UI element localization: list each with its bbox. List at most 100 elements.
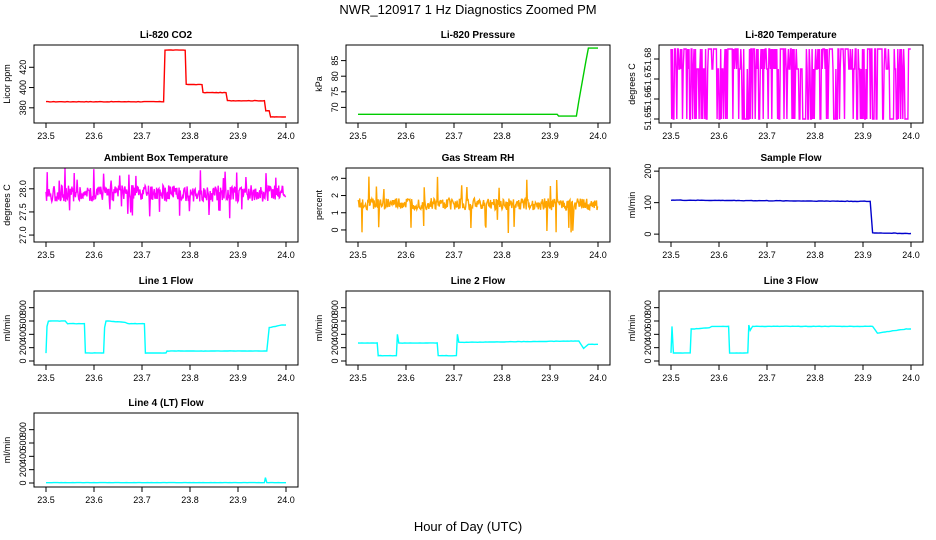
x-tick-label: 23.6: [397, 131, 415, 141]
panel-1: Li-820 CO2 Licor ppm 23.5 23.6 23.7 23.8 23.9 2…: [2, 30, 299, 141]
x-tick-label: 23.5: [37, 250, 55, 260]
x-tick-label: 23.9: [229, 250, 247, 260]
y-axis-label: ml/min: [2, 315, 12, 342]
panel-7: Line 1 Flow ml/min 23.5 23.6 23.7 23.8 23.9 24.…: [2, 276, 299, 383]
y-tick-label: 380: [18, 100, 28, 115]
plot-frame: [345, 290, 611, 366]
x-tick-label: 23.9: [541, 250, 559, 260]
y-tick-label: 400: [18, 80, 28, 95]
x-tick-label: 23.7: [445, 250, 463, 260]
y-axis-label: percent: [314, 189, 324, 220]
x-tick-label: 23.6: [397, 250, 415, 260]
x-tick-label: 23.6: [710, 131, 728, 141]
x-tick-label: 23.5: [349, 373, 367, 383]
y-tick-label: 27.5: [18, 203, 28, 221]
y-tick-label: 800: [18, 300, 28, 315]
x-tick-label: 23.7: [133, 495, 151, 505]
series-line: [357, 176, 599, 234]
x-tick-label: 23.6: [710, 250, 728, 260]
x-tick-label: 23.9: [854, 250, 872, 260]
series-line: [46, 49, 287, 118]
x-tick-label: 23.5: [37, 495, 55, 505]
x-tick-label: 24.0: [277, 495, 295, 505]
panel-8: Line 2 Flow ml/min 23.5 23.6 23.7 23.8 23.9 24.…: [314, 276, 611, 383]
series-line: [670, 48, 911, 120]
x-tick-label: 23.5: [662, 250, 680, 260]
x-tick-label: 23.8: [806, 373, 824, 383]
x-tick-label: 23.5: [662, 131, 680, 141]
y-tick-label: 51.65: [643, 108, 653, 131]
x-tick-label: 23.6: [85, 131, 103, 141]
x-tick-label: 23.8: [493, 250, 511, 260]
x-tick-label: 24.0: [902, 250, 920, 260]
panel-title: Li-820 Temperature: [745, 30, 837, 41]
x-tick-label: 24.0: [277, 131, 295, 141]
y-axis-label: degrees C: [2, 184, 12, 226]
x-tick-label: 23.6: [85, 373, 103, 383]
series-line: [45, 320, 287, 354]
y-tick-label: 1: [330, 210, 340, 215]
panel-6: Sample Flow ml/min 23.5 23.6 23.7 23.8 23.9 24.…: [627, 153, 924, 260]
y-tick-label: 28.0: [18, 180, 28, 198]
plot-frame: [33, 412, 299, 488]
x-tick-label: 23.6: [710, 373, 728, 383]
y-tick-label: 51.66: [643, 88, 653, 111]
panel-title: Line 1 Flow: [139, 276, 194, 287]
x-tick-label: 23.7: [445, 373, 463, 383]
series-line: [670, 199, 912, 235]
figure-title: NWR_120917 1 Hz Diagnostics Zoomed PM: [339, 2, 596, 17]
y-axis-label: ml/min: [2, 437, 12, 464]
y-tick-label: 75: [330, 87, 340, 97]
y-tick-label: 200: [330, 340, 340, 355]
x-tick-label: 23.6: [85, 495, 103, 505]
x-tick-label: 23.5: [37, 373, 55, 383]
panel-2: Li-820 Pressure kPa 23.5 23.6 23.7 23.8 23.9 24…: [314, 30, 611, 141]
x-tick-label: 24.0: [902, 131, 920, 141]
y-tick-label: 600: [643, 313, 653, 328]
y-tick-label: 0: [643, 358, 653, 363]
x-tick-label: 23.8: [181, 495, 199, 505]
panel-title: Li-820 CO2: [140, 30, 193, 41]
x-tick-label: 24.0: [589, 250, 607, 260]
x-tick-label: 23.7: [133, 373, 151, 383]
x-tick-label: 23.8: [181, 131, 199, 141]
plot-frame: [658, 167, 924, 243]
y-tick-label: 27.0: [18, 226, 28, 244]
panel-title: Sample Flow: [760, 153, 821, 164]
panel-title: Line 2 Flow: [451, 276, 506, 287]
y-tick-label: 600: [18, 313, 28, 328]
x-tick-label: 23.7: [758, 373, 776, 383]
x-tick-label: 23.5: [349, 131, 367, 141]
x-tick-label: 23.8: [806, 131, 824, 141]
y-tick-label: 0: [18, 480, 28, 485]
y-axis-label: ml/min: [314, 315, 324, 342]
x-tick-label: 23.9: [229, 373, 247, 383]
y-tick-label: 51.67: [643, 68, 653, 91]
plot-frame: [345, 167, 611, 243]
y-tick-label: 200: [643, 164, 653, 179]
x-tick-label: 23.6: [85, 250, 103, 260]
y-tick-label: 0: [330, 227, 340, 232]
x-tick-label: 23.9: [229, 495, 247, 505]
x-tick-label: 23.6: [397, 373, 415, 383]
panel-4: Ambient Box Temperature degrees C 23.5 23.6…: [2, 153, 299, 260]
panel-3: Li-820 Temperature degrees C 23.5 23.6 23.7 2…: [627, 30, 924, 141]
plot-frame: [33, 44, 299, 124]
plot-frame: [33, 290, 299, 366]
y-tick-label: 2: [330, 193, 340, 198]
y-tick-label: 70: [330, 102, 340, 112]
x-tick-label: 23.9: [229, 131, 247, 141]
x-tick-label: 23.7: [133, 131, 151, 141]
panel-title: Line 4 (LT) Flow: [128, 398, 204, 409]
panel-title: Ambient Box Temperature: [104, 153, 229, 164]
plot-frame: [658, 290, 924, 366]
x-tick-label: 24.0: [902, 373, 920, 383]
panel-title: Gas Stream RH: [442, 153, 515, 164]
y-axis-label: Licor ppm: [2, 64, 12, 104]
y-tick-label: 800: [18, 422, 28, 437]
x-tick-label: 24.0: [277, 250, 295, 260]
y-tick-label: 85: [330, 56, 340, 66]
y-tick-label: 400: [330, 327, 340, 342]
plot-frame: [33, 167, 299, 243]
